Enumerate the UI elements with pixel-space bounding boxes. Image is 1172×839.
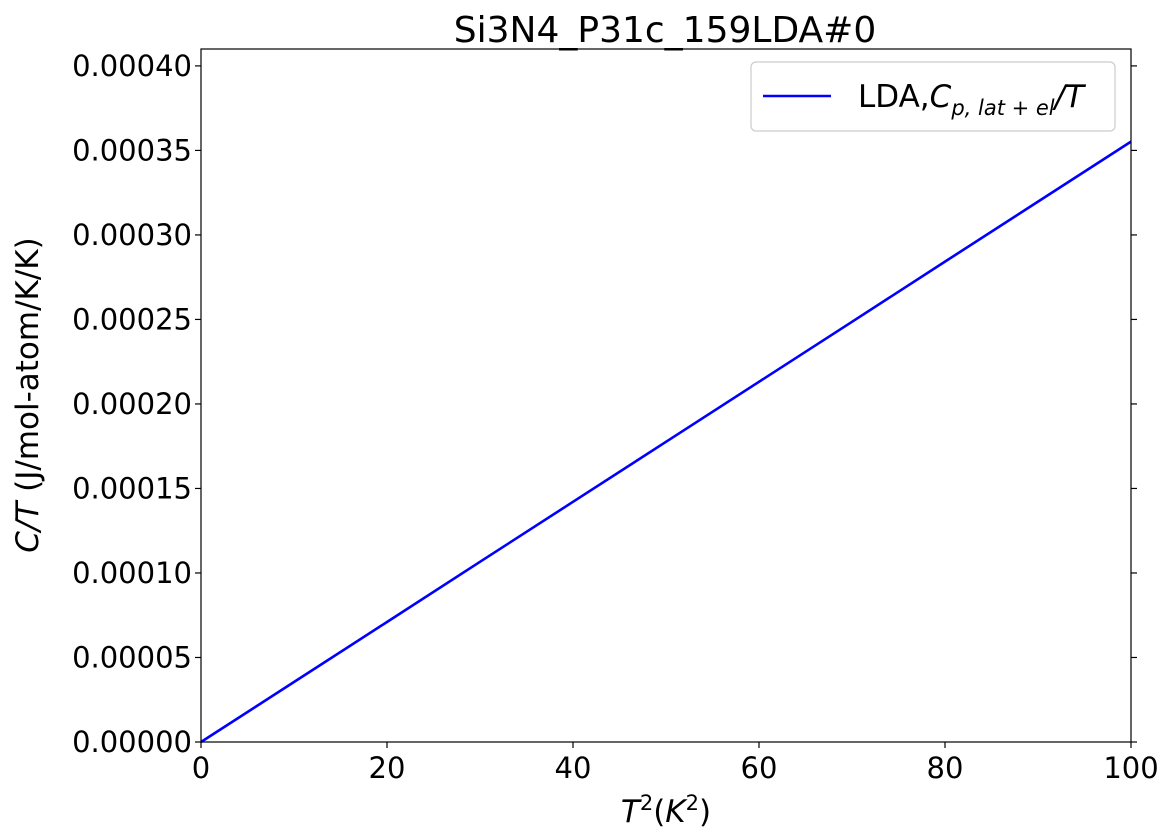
tick-group: 0 20 40 60 80 100 0.00000 0.00005 0.00010 0.00015… [72,49,1159,785]
plot-frame [200,48,1132,743]
y-axis-title: C/T (J/mol-atom/K/K) [10,237,46,553]
y-tick-label: 0.00015 [72,471,192,505]
x-tick-label: 80 [927,751,964,785]
y-tick-label: 0.00025 [72,302,192,336]
y-tick-label: 0.00005 [72,640,192,674]
chart-title: Si3N4_P31c_159LDA#0 [454,10,876,51]
x-tick-label: 60 [741,751,778,785]
legend: LDA,Cp, lat + el/T [750,61,1116,132]
legend-label-lda: LDA,Cp, lat + el/T [858,79,1086,120]
y-tick-label: 0.00040 [72,49,192,83]
y-tick-label: 0.00010 [72,556,192,590]
x-tick-label: 20 [369,751,406,785]
legend-box [750,61,1116,132]
y-tick-label: 0.00035 [72,133,192,167]
y-tick-label: 0.00000 [72,725,192,759]
x-tick-label: 40 [555,751,592,785]
x-tick-label: 0 [192,751,210,785]
series-line-lda [200,140,1132,744]
x-tick-label: 100 [1103,751,1158,785]
x-axis-title: T2(K2) [621,791,711,830]
y-tick-label: 0.00020 [72,387,192,421]
y-tick-label: 0.00030 [72,218,192,252]
